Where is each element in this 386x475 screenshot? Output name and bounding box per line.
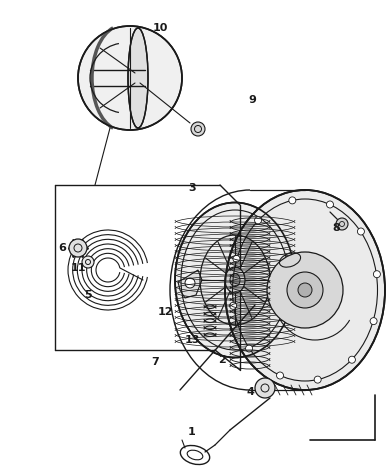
Polygon shape — [178, 270, 202, 298]
Text: 2: 2 — [218, 355, 226, 365]
Text: 1: 1 — [188, 427, 196, 437]
Text: 11: 11 — [70, 263, 86, 273]
Circle shape — [191, 122, 205, 136]
Text: 10: 10 — [152, 23, 168, 33]
Ellipse shape — [230, 274, 240, 286]
Circle shape — [298, 283, 312, 297]
Circle shape — [357, 228, 364, 235]
Ellipse shape — [175, 202, 295, 358]
Circle shape — [370, 318, 377, 324]
Text: 13: 13 — [184, 335, 200, 345]
Text: 3: 3 — [188, 183, 196, 193]
Circle shape — [289, 197, 296, 204]
Text: 5: 5 — [84, 290, 92, 300]
Circle shape — [185, 278, 195, 288]
Text: 12: 12 — [157, 307, 173, 317]
Circle shape — [255, 378, 275, 398]
Circle shape — [82, 256, 94, 268]
Circle shape — [233, 256, 240, 262]
Text: 7: 7 — [151, 357, 159, 367]
Circle shape — [255, 217, 262, 224]
Circle shape — [276, 372, 284, 379]
Circle shape — [78, 26, 182, 130]
Circle shape — [327, 201, 334, 208]
Text: 8: 8 — [332, 223, 340, 233]
Circle shape — [349, 356, 356, 363]
Circle shape — [373, 271, 380, 278]
Ellipse shape — [225, 190, 385, 390]
Text: 4: 4 — [246, 387, 254, 397]
Ellipse shape — [128, 28, 148, 128]
Text: 9: 9 — [248, 95, 256, 105]
Text: 6: 6 — [58, 243, 66, 253]
Circle shape — [336, 218, 348, 230]
Circle shape — [69, 239, 87, 257]
Circle shape — [230, 302, 237, 309]
Circle shape — [314, 376, 321, 383]
Ellipse shape — [225, 267, 245, 293]
Circle shape — [267, 252, 343, 328]
Circle shape — [287, 272, 323, 308]
Circle shape — [245, 345, 252, 352]
